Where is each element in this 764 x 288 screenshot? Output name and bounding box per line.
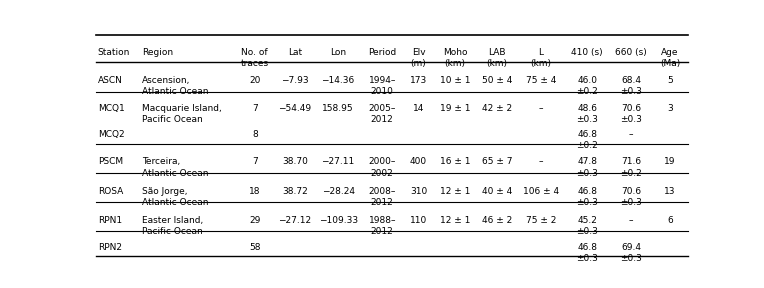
- Text: 12 ± 1: 12 ± 1: [440, 216, 470, 225]
- Text: 1988–
2012: 1988– 2012: [368, 216, 396, 236]
- Text: 1994–
2010: 1994– 2010: [368, 76, 396, 96]
- Text: 3: 3: [667, 104, 673, 113]
- Text: 46.8
±0.2: 46.8 ±0.2: [576, 130, 598, 150]
- Text: −7.93: −7.93: [281, 76, 309, 85]
- Text: Easter Island,
Pacific Ocean: Easter Island, Pacific Ocean: [141, 216, 203, 236]
- Text: Terceira,
Atlantic Ocean: Terceira, Atlantic Ocean: [141, 158, 208, 177]
- Text: São Jorge,
Atlantic Ocean: São Jorge, Atlantic Ocean: [141, 187, 208, 207]
- Text: Ascension,
Atlantic Ocean: Ascension, Atlantic Ocean: [141, 76, 208, 96]
- Text: −54.49: −54.49: [278, 104, 312, 113]
- Text: 38.70: 38.70: [282, 158, 308, 166]
- Text: 14: 14: [413, 104, 424, 113]
- Text: 110: 110: [410, 216, 427, 225]
- Text: Region: Region: [141, 48, 173, 57]
- Text: Age
(Ma): Age (Ma): [660, 48, 680, 68]
- Text: 42 ± 2: 42 ± 2: [482, 104, 512, 113]
- Text: 46 ± 2: 46 ± 2: [481, 216, 512, 225]
- Text: 8: 8: [252, 130, 257, 139]
- Text: 7: 7: [252, 158, 257, 166]
- Text: 19 ± 1: 19 ± 1: [440, 104, 470, 113]
- Text: 45.2
±0.3: 45.2 ±0.3: [576, 216, 598, 236]
- Text: 13: 13: [664, 187, 675, 196]
- Text: Moho
(km): Moho (km): [442, 48, 468, 68]
- Text: 70.6
±0.3: 70.6 ±0.3: [620, 104, 643, 124]
- Text: 6: 6: [667, 216, 673, 225]
- Text: –: –: [629, 216, 633, 225]
- Text: 40 ± 4: 40 ± 4: [481, 187, 512, 196]
- Text: 48.6
±0.3: 48.6 ±0.3: [576, 104, 598, 124]
- Text: No. of
traces: No. of traces: [241, 48, 269, 68]
- Text: Period: Period: [368, 48, 397, 57]
- Text: Lat: Lat: [288, 48, 302, 57]
- Text: −109.33: −109.33: [319, 216, 358, 225]
- Text: 20: 20: [249, 76, 261, 85]
- Text: ASCN: ASCN: [98, 76, 123, 85]
- Text: 69.4
±0.3: 69.4 ±0.3: [620, 243, 643, 263]
- Text: L
(km): L (km): [530, 48, 552, 68]
- Text: 18: 18: [249, 187, 261, 196]
- Text: 10 ± 1: 10 ± 1: [440, 76, 470, 85]
- Text: –: –: [539, 158, 543, 166]
- Text: –: –: [539, 104, 543, 113]
- Text: 173: 173: [410, 76, 427, 85]
- Text: 29: 29: [249, 216, 261, 225]
- Text: RPN2: RPN2: [98, 243, 122, 252]
- Text: Lon: Lon: [330, 48, 346, 57]
- Text: 106 ± 4: 106 ± 4: [523, 187, 559, 196]
- Text: –: –: [629, 130, 633, 139]
- Text: 5: 5: [667, 76, 673, 85]
- Text: 71.6
±0.2: 71.6 ±0.2: [620, 158, 643, 177]
- Text: PSCM: PSCM: [98, 158, 123, 166]
- Text: 12 ± 1: 12 ± 1: [440, 187, 470, 196]
- Text: −27.11: −27.11: [322, 158, 354, 166]
- Text: 2005–
2012: 2005– 2012: [368, 104, 396, 124]
- Text: 2000–
2002: 2000– 2002: [368, 158, 396, 177]
- Text: 410 (s): 410 (s): [571, 48, 603, 57]
- Text: −14.36: −14.36: [322, 76, 354, 85]
- Text: 70.6
±0.3: 70.6 ±0.3: [620, 187, 643, 207]
- Text: Macquarie Island,
Pacific Ocean: Macquarie Island, Pacific Ocean: [141, 104, 222, 124]
- Text: 660 (s): 660 (s): [616, 48, 647, 57]
- Text: MCQ1: MCQ1: [98, 104, 125, 113]
- Text: 50 ± 4: 50 ± 4: [481, 76, 512, 85]
- Text: 75 ± 2: 75 ± 2: [526, 216, 556, 225]
- Text: 58: 58: [249, 243, 261, 252]
- Text: 65 ± 7: 65 ± 7: [481, 158, 512, 166]
- Text: MCQ2: MCQ2: [98, 130, 125, 139]
- Text: 19: 19: [664, 158, 675, 166]
- Text: 46.8
±0.3: 46.8 ±0.3: [576, 243, 598, 263]
- Text: 2008–
2012: 2008– 2012: [368, 187, 396, 207]
- Text: 16 ± 1: 16 ± 1: [440, 158, 470, 166]
- Text: ROSA: ROSA: [98, 187, 123, 196]
- Text: 46.8
±0.3: 46.8 ±0.3: [576, 187, 598, 207]
- Text: 47.8
±0.3: 47.8 ±0.3: [576, 158, 598, 177]
- Text: Elv
(m): Elv (m): [411, 48, 426, 68]
- Text: 400: 400: [410, 158, 427, 166]
- Text: −27.12: −27.12: [278, 216, 312, 225]
- Text: 38.72: 38.72: [282, 187, 308, 196]
- Text: Station: Station: [98, 48, 130, 57]
- Text: RPN1: RPN1: [98, 216, 122, 225]
- Text: LAB
(km): LAB (km): [486, 48, 507, 68]
- Text: −28.24: −28.24: [322, 187, 354, 196]
- Text: 68.4
±0.3: 68.4 ±0.3: [620, 76, 643, 96]
- Text: 310: 310: [410, 187, 427, 196]
- Text: 75 ± 4: 75 ± 4: [526, 76, 556, 85]
- Text: 7: 7: [252, 104, 257, 113]
- Text: 158.95: 158.95: [322, 104, 354, 113]
- Text: 46.0
±0.2: 46.0 ±0.2: [576, 76, 598, 96]
